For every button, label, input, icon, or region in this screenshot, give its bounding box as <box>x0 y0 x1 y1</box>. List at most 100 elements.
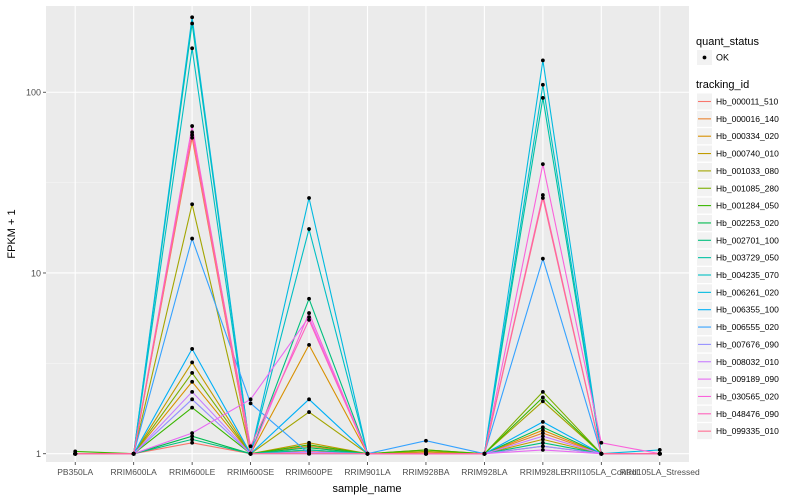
legend-label: Hb_048476_090 <box>716 409 779 419</box>
legend-label: Hb_000740_010 <box>716 149 779 159</box>
legend-quant-status: quant_status OK <box>696 36 759 65</box>
legend-label: Hb_000334_020 <box>716 131 779 141</box>
data-point <box>540 420 545 424</box>
legend-color-title: tracking_id <box>696 79 749 91</box>
data-point <box>190 440 195 445</box>
x-tick-label: RRII105LA_Control <box>564 467 638 477</box>
x-tick-label: PB350LA <box>57 467 93 477</box>
x-tick-label: RRIM928LA <box>461 467 508 477</box>
data-point <box>424 451 428 456</box>
data-point <box>540 437 545 442</box>
data-point <box>540 440 545 445</box>
data-point <box>657 451 662 456</box>
data-point <box>540 444 545 449</box>
legend-label: Hb_001284_050 <box>716 201 779 211</box>
legend-label: Hb_006261_020 <box>716 287 779 297</box>
data-point <box>190 405 195 410</box>
data-point <box>482 451 487 456</box>
legend-label: Hb_000011_510 <box>716 97 779 107</box>
x-tick-label: RRIM600LA <box>111 467 158 477</box>
x-tick-label: RRII105LA_Stressed <box>620 467 700 477</box>
data-point <box>657 447 662 452</box>
data-point <box>190 21 195 26</box>
data-point <box>190 124 195 128</box>
legend-label: Hb_002701_100 <box>716 235 779 245</box>
x-tick-label: RRIM600LE <box>169 467 216 477</box>
x-tick-label: RRIM928LE <box>520 467 567 477</box>
y-axis-label: FPKM + 1 <box>6 209 18 258</box>
data-point <box>190 434 195 439</box>
data-point <box>190 397 195 402</box>
data-point <box>424 438 428 443</box>
data-point <box>190 236 195 241</box>
data-point <box>307 311 311 315</box>
data-point <box>190 437 195 442</box>
data-point <box>190 130 195 135</box>
data-point <box>307 227 311 231</box>
data-point <box>190 371 195 375</box>
x-tick-label: RRIM901LA <box>344 467 391 477</box>
data-point <box>307 451 311 456</box>
data-point <box>540 82 545 87</box>
x-axis: PB350LA RRIM600LA RRIM600LE RRIM600SE RRIM60… <box>57 462 700 477</box>
legend-label: OK <box>716 53 729 63</box>
data-point <box>424 447 428 452</box>
data-point <box>190 15 195 20</box>
data-point <box>540 428 545 433</box>
legend-label: Hb_009189_090 <box>716 374 779 384</box>
data-point <box>540 399 545 404</box>
data-point <box>540 447 545 452</box>
data-point <box>307 410 311 414</box>
data-point <box>190 46 195 51</box>
data-point <box>307 296 311 301</box>
data-point <box>540 58 545 63</box>
data-point <box>540 96 545 100</box>
legend-label: Hb_007676_090 <box>716 339 779 349</box>
data-point <box>307 196 311 200</box>
data-point <box>540 256 545 261</box>
y-axis: 1 10 100 <box>26 88 46 459</box>
data-point <box>599 451 604 456</box>
data-point <box>540 431 545 436</box>
data-point <box>248 451 253 456</box>
data-point <box>190 135 195 140</box>
data-point <box>190 389 195 394</box>
data-point <box>248 444 253 449</box>
legend-label: Hb_099335_010 <box>716 426 779 436</box>
legend-label: Hb_008032_010 <box>716 357 779 367</box>
data-point <box>365 451 370 456</box>
series-points <box>73 15 662 456</box>
data-point <box>540 389 545 394</box>
y-tick-label: 10 <box>31 268 41 278</box>
data-point <box>307 315 311 320</box>
data-point <box>73 451 78 456</box>
y-tick-label: 100 <box>26 88 41 98</box>
x-axis-label: sample_name <box>332 483 401 495</box>
data-point <box>307 397 311 402</box>
data-point <box>307 343 311 347</box>
data-point <box>540 434 545 439</box>
legend-label: Hb_000016_140 <box>716 114 779 124</box>
legend-label: Hb_003729_050 <box>716 253 779 263</box>
data-point <box>599 440 604 445</box>
legend-label: Hb_002253_020 <box>716 218 779 228</box>
legend-label: Hb_006555_020 <box>716 322 779 332</box>
x-tick-label: RRIM600SE <box>227 467 275 477</box>
data-point <box>540 395 545 400</box>
data-point <box>190 431 195 436</box>
data-point <box>248 397 253 402</box>
data-point <box>540 196 545 200</box>
legend-label: Hb_004235_070 <box>716 270 779 280</box>
data-point <box>540 425 545 430</box>
data-point <box>307 318 311 322</box>
data-point <box>190 133 195 137</box>
data-point <box>190 360 195 365</box>
data-point <box>307 442 311 447</box>
x-tick-label: RRIM928BA <box>402 467 450 477</box>
data-point <box>248 401 253 406</box>
data-point <box>190 347 195 351</box>
legend-point <box>702 55 707 60</box>
data-point <box>540 162 545 167</box>
legend-shape-title: quant_status <box>696 36 759 48</box>
legend-label: Hb_006355_100 <box>716 305 779 315</box>
